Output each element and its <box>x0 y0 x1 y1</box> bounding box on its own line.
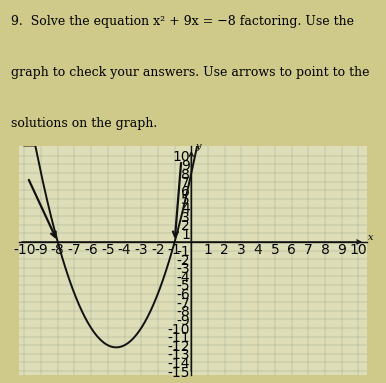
Text: x: x <box>367 233 373 242</box>
Text: solutions on the graph.: solutions on the graph. <box>11 117 157 130</box>
Text: 9.  Solve the equation x² + 9x = −8 factoring. Use the: 9. Solve the equation x² + 9x = −8 facto… <box>11 15 354 28</box>
Text: y: y <box>195 142 201 151</box>
Text: graph to check your answers. Use arrows to point to the: graph to check your answers. Use arrows … <box>11 66 370 79</box>
